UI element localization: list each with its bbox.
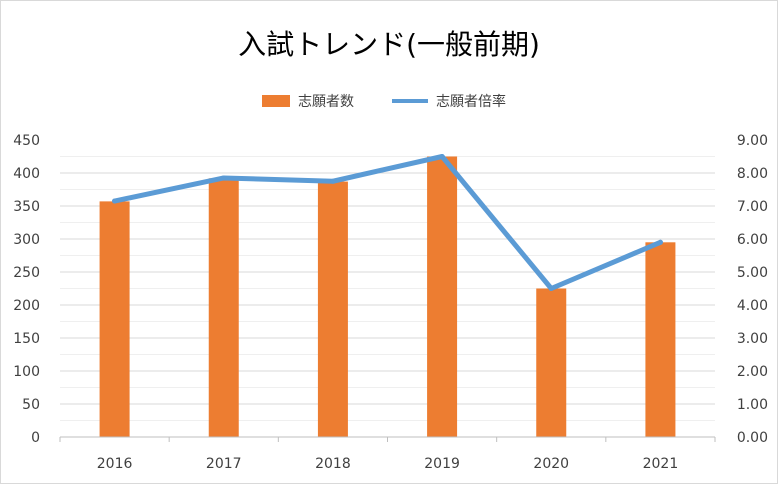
y-left-tick-label: 300 bbox=[13, 232, 40, 248]
bar-2016 bbox=[99, 201, 130, 437]
y-left-tick-label: 350 bbox=[13, 199, 40, 215]
legend-swatch-applicants bbox=[262, 95, 290, 107]
y-left-tick-label: 50 bbox=[22, 397, 40, 413]
legend-label-ratio: 志願者倍率 bbox=[436, 93, 506, 110]
ratio-line bbox=[112, 154, 663, 291]
ratio-point-2019 bbox=[439, 154, 445, 159]
y-right-tick-label: 5.00 bbox=[737, 265, 768, 281]
y-right-tick-label: 6.00 bbox=[737, 232, 768, 248]
legend-label-applicants: 志願者数 bbox=[298, 94, 354, 110]
y-right-tick-label: 0.00 bbox=[737, 430, 768, 446]
x-tick-label: 2021 bbox=[643, 456, 679, 472]
x-tick-label: 2019 bbox=[424, 456, 460, 472]
ratio-point-2018 bbox=[330, 178, 336, 184]
ratio-point-2020 bbox=[548, 286, 554, 291]
x-axis: 2016 2017 2018 2019 2020 2021 bbox=[59, 436, 716, 472]
y-left-tick-label: 450 bbox=[13, 133, 40, 149]
y-axis-left: 0 50 100 150 200 250 300 350 400 450 bbox=[13, 133, 40, 446]
ratio-point-2016 bbox=[112, 198, 118, 204]
y-right-tick-label: 8.00 bbox=[737, 166, 768, 182]
legend: 志願者数 志願者倍率 bbox=[262, 93, 506, 110]
y-right-tick-label: 4.00 bbox=[737, 298, 768, 314]
y-right-tick-label: 3.00 bbox=[737, 331, 768, 347]
ratio-point-2017 bbox=[221, 175, 227, 181]
bar-2021 bbox=[645, 242, 676, 437]
bar-2017 bbox=[208, 178, 239, 437]
y-left-tick-label: 250 bbox=[13, 265, 40, 281]
y-left-tick-label: 100 bbox=[13, 364, 40, 380]
line-series bbox=[112, 154, 663, 291]
x-tick-label: 2017 bbox=[206, 456, 242, 472]
ratio-point-2021 bbox=[657, 239, 663, 245]
y-right-tick-label: 9.00 bbox=[737, 133, 768, 149]
bar-series bbox=[99, 156, 676, 437]
y-right-tick-label: 1.00 bbox=[737, 397, 768, 413]
y-right-tick-label: 2.00 bbox=[737, 364, 768, 380]
x-tick-label: 2020 bbox=[533, 456, 569, 472]
y-left-tick-label: 200 bbox=[13, 298, 40, 314]
bar-2018 bbox=[317, 181, 348, 437]
x-tick-label: 2018 bbox=[315, 456, 351, 472]
y-left-tick-label: 150 bbox=[13, 331, 40, 347]
y-right-tick-label: 7.00 bbox=[737, 199, 768, 215]
y-left-tick-label: 0 bbox=[31, 430, 40, 446]
y-left-tick-label: 400 bbox=[13, 166, 40, 182]
y-axis-right: 0.00 1.00 2.00 3.00 4.00 5.00 6.00 7.00 8.00 9.00 bbox=[737, 133, 768, 446]
x-tick-label: 2016 bbox=[97, 456, 133, 472]
chart-title: 入試トレンド(一般前期) bbox=[238, 28, 540, 61]
bar-2020 bbox=[536, 288, 567, 437]
bar-2019 bbox=[427, 156, 458, 437]
